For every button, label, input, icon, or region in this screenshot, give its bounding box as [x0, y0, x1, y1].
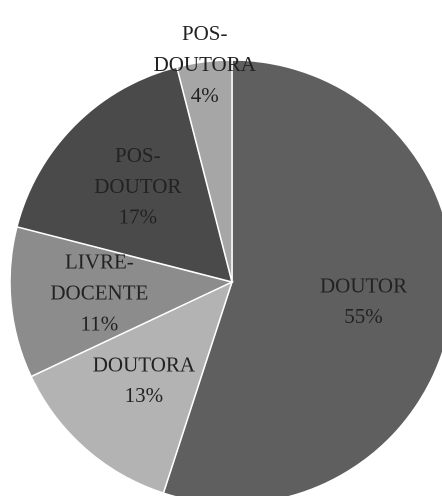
pie-slice [162, 59, 442, 496]
slice-label: POS- DOUTOR [94, 143, 181, 198]
pie-slice [16, 66, 234, 284]
slice-label-line: POS- [182, 21, 228, 45]
slice-label-line: DOUTORA [93, 352, 196, 376]
slice-label: LIVRE- DOCENTE [50, 249, 148, 304]
slice-value-label: 4% [191, 83, 219, 107]
slice-label-line: POS- [115, 143, 161, 167]
slice-label-line: DOUTOR [94, 174, 181, 198]
slice-value-label: 11% [81, 311, 119, 335]
slice-label-line: LIVRE- [65, 249, 134, 273]
slice-value-label: 17% [119, 205, 158, 229]
slice-label: DOUTOR [320, 273, 407, 297]
slice-value-label: 13% [125, 383, 164, 407]
pie-slice [30, 280, 234, 495]
slice-label: POS- DOUTORA [154, 21, 257, 76]
slice-label-line: DOCENTE [50, 280, 148, 304]
slice-label: DOUTORA [93, 352, 196, 376]
slice-label-line: DOUTORA [154, 52, 257, 76]
slice-value-label: 55% [344, 304, 383, 328]
pie-slice [9, 225, 235, 378]
pie-slice [175, 59, 233, 283]
slice-label-line: DOUTOR [320, 273, 407, 297]
